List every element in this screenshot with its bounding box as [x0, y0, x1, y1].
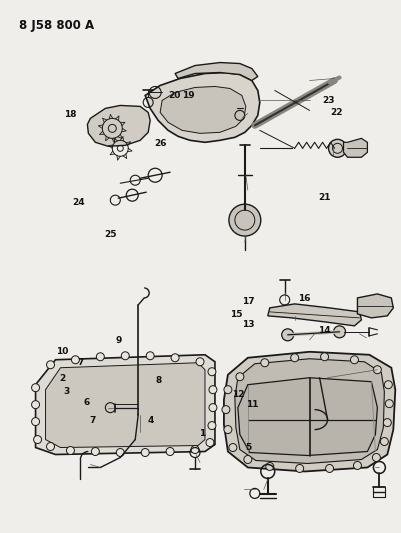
Circle shape: [96, 353, 104, 361]
Text: 24: 24: [72, 198, 85, 207]
Circle shape: [229, 443, 237, 451]
Circle shape: [141, 449, 149, 456]
Text: 17: 17: [242, 296, 255, 305]
Text: 1: 1: [199, 430, 206, 439]
Polygon shape: [344, 139, 367, 157]
Circle shape: [208, 422, 216, 430]
Circle shape: [261, 359, 269, 367]
Circle shape: [208, 368, 216, 376]
Text: 8 J58 800 A: 8 J58 800 A: [18, 19, 94, 31]
Circle shape: [171, 354, 179, 362]
Text: 3: 3: [63, 387, 70, 396]
Circle shape: [209, 403, 217, 411]
Text: 8: 8: [156, 376, 162, 385]
Circle shape: [32, 417, 40, 425]
Polygon shape: [175, 62, 258, 80]
Circle shape: [47, 361, 55, 369]
Text: 26: 26: [154, 139, 167, 148]
Circle shape: [34, 435, 42, 443]
Circle shape: [67, 447, 75, 455]
Circle shape: [71, 356, 79, 364]
Text: 2: 2: [59, 374, 66, 383]
Circle shape: [385, 381, 392, 389]
Text: 21: 21: [318, 193, 331, 202]
Circle shape: [328, 139, 346, 157]
Text: 9: 9: [115, 336, 122, 345]
Text: 19: 19: [182, 91, 195, 100]
Circle shape: [121, 352, 129, 360]
Text: 23: 23: [322, 96, 334, 105]
Polygon shape: [145, 72, 260, 142]
Circle shape: [91, 448, 99, 456]
Text: 7: 7: [89, 416, 96, 425]
Text: 12: 12: [232, 390, 245, 399]
Text: 22: 22: [330, 108, 342, 117]
Circle shape: [282, 329, 294, 341]
Circle shape: [383, 418, 391, 426]
Circle shape: [373, 366, 381, 374]
Polygon shape: [238, 378, 377, 456]
Polygon shape: [160, 86, 246, 133]
Text: 7: 7: [77, 358, 84, 367]
Text: 11: 11: [246, 400, 259, 409]
Circle shape: [222, 406, 230, 414]
Polygon shape: [87, 106, 150, 147]
Circle shape: [196, 358, 204, 366]
Circle shape: [47, 442, 55, 450]
Circle shape: [146, 352, 154, 360]
Circle shape: [320, 353, 328, 361]
Circle shape: [334, 326, 346, 338]
Text: 16: 16: [298, 294, 311, 303]
Circle shape: [166, 448, 174, 456]
Circle shape: [224, 386, 232, 394]
Text: 5: 5: [245, 443, 251, 452]
Circle shape: [32, 401, 40, 409]
Circle shape: [353, 462, 361, 470]
Polygon shape: [235, 359, 385, 464]
Circle shape: [32, 384, 40, 392]
Text: 15: 15: [230, 310, 243, 319]
Text: 20: 20: [168, 91, 181, 100]
Circle shape: [244, 456, 252, 464]
Text: 10: 10: [57, 347, 69, 356]
Circle shape: [206, 439, 214, 447]
Polygon shape: [268, 304, 361, 326]
Text: 6: 6: [83, 398, 90, 407]
Polygon shape: [357, 294, 393, 318]
Circle shape: [116, 449, 124, 456]
Text: 4: 4: [147, 416, 154, 425]
Circle shape: [236, 373, 244, 381]
Circle shape: [209, 386, 217, 394]
Polygon shape: [36, 355, 215, 455]
Circle shape: [326, 464, 334, 472]
Polygon shape: [224, 352, 395, 472]
Circle shape: [381, 438, 388, 446]
Text: 14: 14: [318, 326, 331, 335]
Circle shape: [266, 463, 274, 471]
Circle shape: [373, 454, 381, 462]
Circle shape: [350, 356, 358, 364]
Text: 13: 13: [242, 320, 255, 329]
Circle shape: [291, 354, 299, 362]
Text: 25: 25: [104, 230, 117, 239]
Polygon shape: [46, 363, 205, 448]
Text: 18: 18: [65, 110, 77, 119]
Circle shape: [229, 204, 261, 236]
Circle shape: [224, 425, 232, 433]
Circle shape: [296, 464, 304, 472]
Circle shape: [191, 446, 199, 454]
Circle shape: [385, 400, 393, 408]
